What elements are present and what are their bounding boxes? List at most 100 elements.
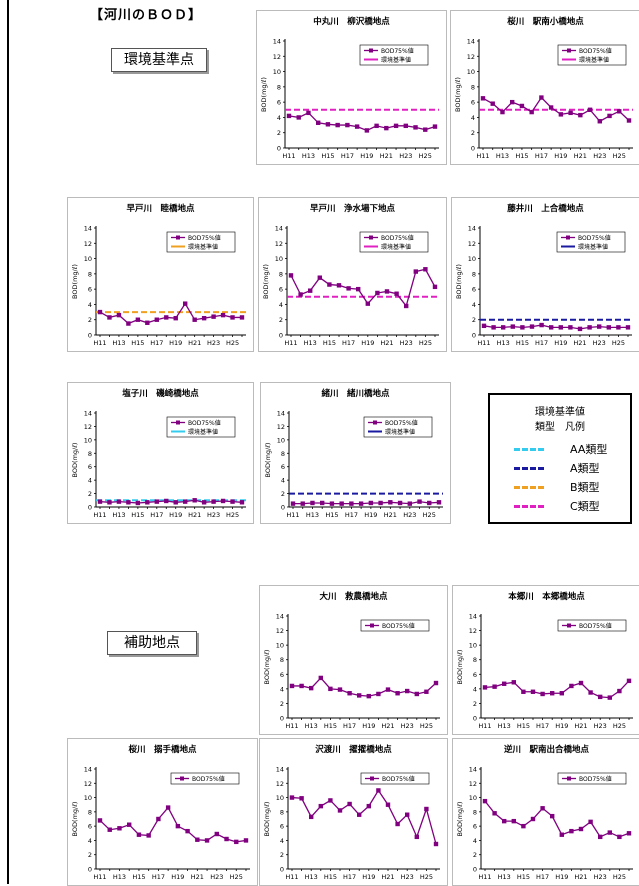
y-tick-label: 10: [468, 255, 476, 263]
data-point: [289, 683, 295, 689]
inset-legend-series-marker: [369, 235, 373, 240]
legend-label-c: C類型: [570, 500, 600, 513]
x-tick-label: H17: [535, 152, 548, 160]
data-point: [393, 123, 399, 129]
data-point: [529, 324, 535, 329]
data-point: [146, 833, 151, 838]
data-point: [195, 837, 200, 842]
data-point: [550, 813, 555, 819]
inset-legend-series-label: BOD75%値: [381, 234, 414, 242]
chart-panel: 本郷川 本郷橋地点 0 2 4 6 8 10 12 14 BOD(mg/ℓ) H11 H13 H15 H1…: [452, 585, 639, 735]
data-point: [309, 685, 314, 691]
data-point: [220, 312, 226, 318]
chart-title: 早戸川 睦橋地点: [126, 203, 195, 214]
x-tick-label: H17: [150, 511, 163, 519]
x-tick-label: H25: [420, 873, 433, 881]
data-point: [578, 112, 583, 118]
chart-panel: 中丸川 柳沢橋地点 0 2 4 6 8 10 12 14 BOD(mg/ℓ) H11 H13 H15 H1…: [256, 10, 447, 165]
inset-legend-box: [557, 772, 627, 785]
data-point: [192, 498, 197, 503]
data-point: [211, 314, 216, 319]
y-tick-label: 14: [276, 613, 284, 621]
series-line: [291, 789, 437, 845]
data-point: [107, 827, 112, 832]
data-point: [365, 301, 370, 306]
x-tick-label: H11: [284, 339, 297, 347]
x-tick-label: H15: [131, 511, 144, 519]
chart-title: 早戸川 浄水場下地点: [310, 203, 396, 214]
data-point: [414, 691, 419, 697]
y-tick-label: 12: [469, 627, 477, 635]
inset-legend-standard-label: 環境基準値: [188, 428, 218, 436]
data-point: [519, 103, 525, 109]
y-tick-label: 8: [280, 808, 284, 816]
x-tick-label: H11: [478, 722, 491, 730]
legend-subtitle: 類型 凡例: [535, 422, 585, 433]
y-tick-label: 10: [469, 794, 477, 802]
data-point: [395, 821, 400, 827]
data-point: [550, 691, 555, 696]
data-point: [530, 816, 536, 822]
data-point: [394, 291, 399, 296]
x-tick-label: H19: [554, 339, 567, 347]
inset-legend-series-marker: [176, 420, 180, 425]
y-axis-label: BOD(mg/ℓ): [262, 264, 270, 299]
data-point: [558, 112, 564, 117]
legend-item-aa: AA類型: [490, 441, 630, 457]
inset-legend-box: [360, 772, 430, 785]
data-point: [376, 788, 381, 793]
y-tick-label: 4: [277, 114, 281, 122]
section-title: 【河川のＢＯＤ】: [90, 8, 203, 23]
inset-legend-series-marker: [567, 623, 571, 628]
chart-panel: 大川 救農橋地点 0 2 4 6 8 10 12 14 BOD(mg/ℓ) H11 H13 H15 H17…: [259, 585, 448, 735]
data-point: [224, 836, 229, 842]
data-point: [230, 499, 235, 504]
x-tick-label: H25: [419, 152, 432, 160]
data-point: [568, 325, 573, 330]
series-line: [99, 806, 247, 843]
data-point: [539, 322, 544, 328]
inset-legend-standard-label: 環境基準値: [579, 56, 609, 64]
y-tick-label: 14: [277, 410, 285, 418]
data-point: [502, 681, 507, 686]
x-tick-label: H11: [285, 722, 298, 730]
data-point: [375, 290, 380, 296]
legend-line-aa: [514, 448, 544, 451]
chart-svg: 桜川 駅南小橋地点 0 2 4 6 8 10 12 14 BOD(mg/ℓ) H11 H13 H15 H1…: [454, 16, 633, 160]
data-point: [569, 683, 574, 689]
data-point: [424, 806, 429, 812]
data-point: [345, 122, 350, 128]
x-tick-label: H25: [613, 152, 626, 160]
data-point: [97, 499, 103, 504]
x-tick-label: H23: [594, 722, 607, 730]
data-point: [405, 688, 410, 694]
y-tick-label: 4: [471, 114, 475, 122]
y-tick-label: 8: [277, 83, 281, 91]
x-tick-label: H23: [400, 339, 413, 347]
legend-item-a: A類型: [490, 460, 630, 476]
chart-svg: 塩子川 磯崎橋地点 0 2 4 6 8 10 12 14 BOD(mg/ℓ) H11 H13 H15 H1…: [71, 388, 246, 519]
y-tick-label: 14: [84, 225, 92, 233]
y-tick-label: 4: [279, 301, 283, 309]
y-tick-label: 6: [277, 99, 281, 107]
data-point: [145, 500, 150, 505]
data-point: [116, 312, 122, 318]
chart-svg: 中丸川 柳沢橋地点 0 2 4 6 8 10 12 14 BOD(mg/ℓ) H11 H13 H15 H1…: [260, 16, 439, 160]
data-point: [317, 275, 322, 280]
data-point: [606, 325, 611, 330]
data-point: [145, 320, 150, 325]
inset-legend-series-marker: [369, 48, 373, 53]
data-point: [296, 115, 301, 120]
data-point: [548, 105, 554, 110]
y-tick-label: 12: [468, 240, 476, 248]
x-tick-label: H11: [282, 152, 295, 160]
data-point: [423, 127, 428, 132]
y-axis-label: BOD(mg/ℓ): [455, 264, 463, 299]
x-tick-label: H23: [594, 873, 607, 881]
data-point: [299, 683, 304, 689]
data-point: [510, 324, 515, 329]
data-point: [482, 798, 488, 804]
x-tick-label: H19: [362, 873, 375, 881]
x-tick-label: H21: [381, 873, 394, 881]
data-point: [539, 95, 544, 100]
